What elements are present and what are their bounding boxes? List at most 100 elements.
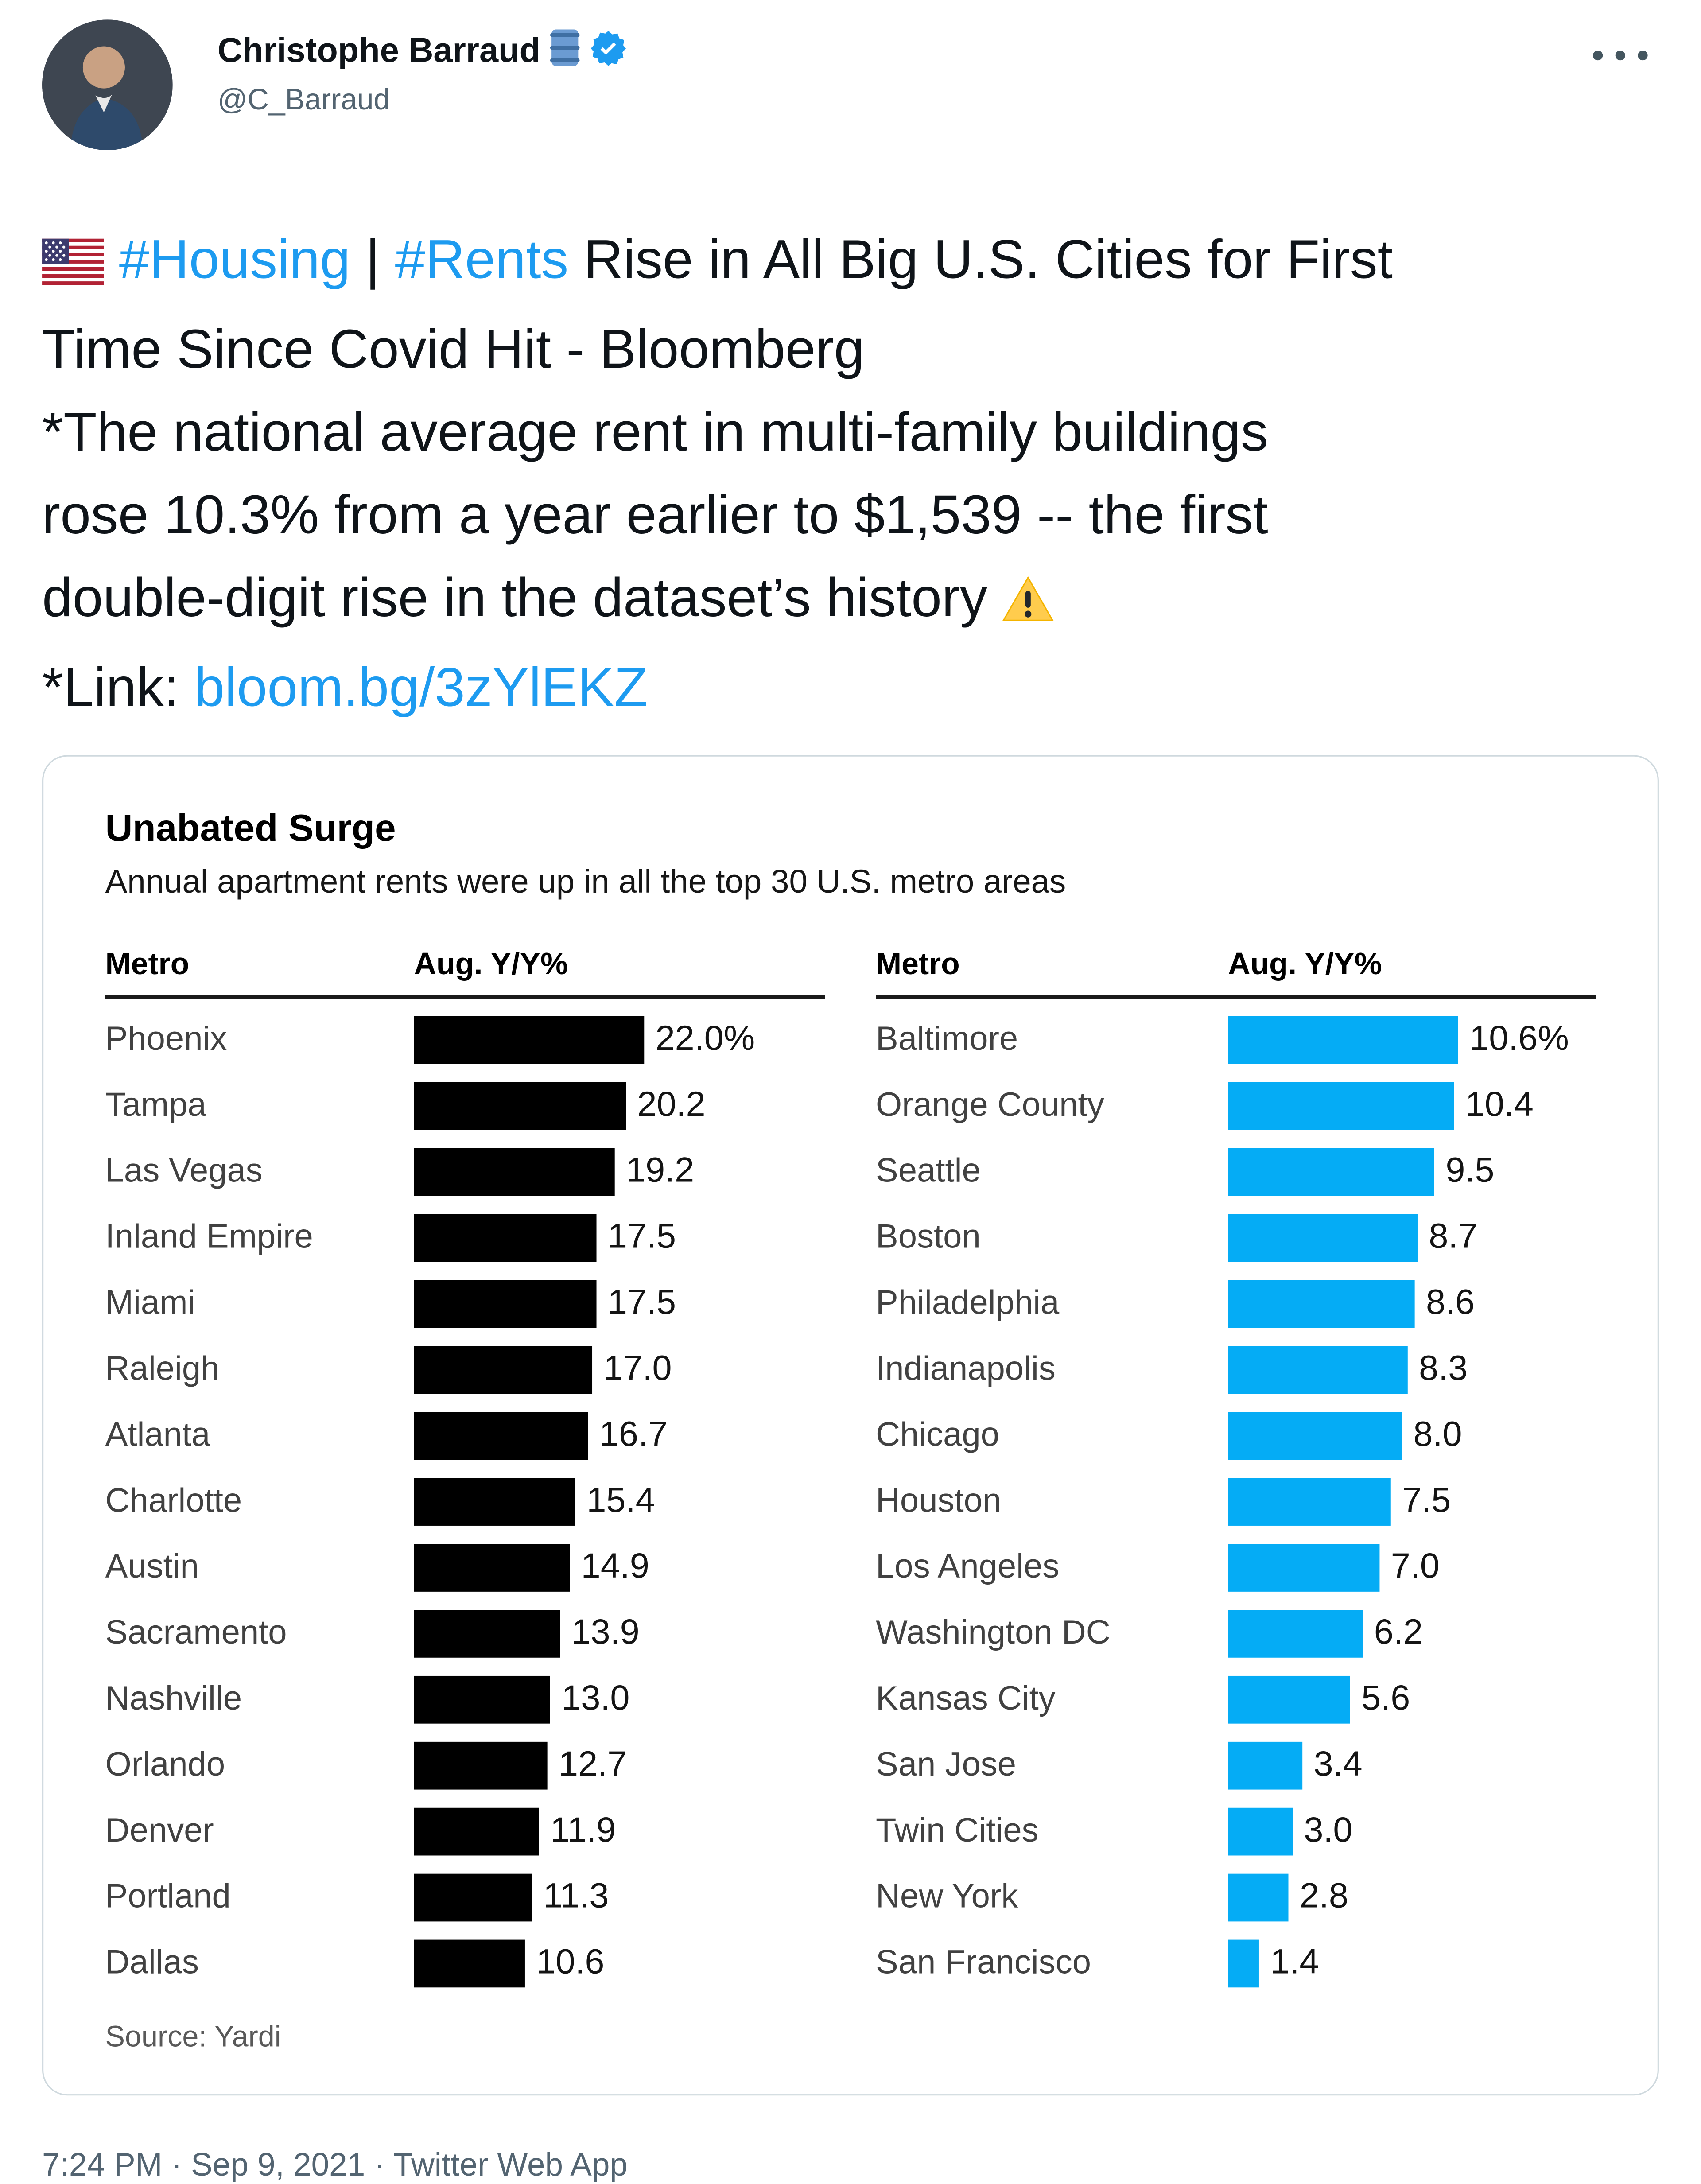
metro-label: Austin [105,1547,199,1586]
metro-row: Denver 11.9 [105,1798,825,1864]
value-label: 8.7 [1429,1216,1478,1256]
metro-label: Los Angeles [876,1547,1060,1586]
value-label: 3.4 [1313,1745,1363,1784]
chart-title: Unabated Surge [105,807,396,849]
value-bar [1228,1675,1350,1723]
metro-label: New York [876,1877,1018,1916]
metro-row: Las Vegas 19.2 [105,1138,825,1204]
value-label: 16.7 [599,1415,668,1454]
value-bar [1228,1081,1454,1129]
metro-header: Metro [876,946,960,981]
metro-label: Twin Cities [876,1811,1039,1850]
metro-row: Raleigh 17.0 [105,1336,825,1402]
metro-row: Boston 8.7 [876,1204,1596,1270]
avatar[interactable] [42,19,173,151]
tweet-text-segment: double-digit rise in the dataset’s histo… [42,568,1003,629]
metro-label: Orange County [876,1085,1104,1124]
tweet-text-segment: Time Since Covid Hit - Bloomberg [42,320,865,381]
tweet-text-segment: *Link: [42,658,194,719]
hashtag-link[interactable]: #Housing [119,230,350,291]
bar-and-value: 14.9 [414,1543,649,1591]
value-bar [1228,1477,1391,1525]
oil-barrel-icon [550,28,580,74]
display-name[interactable]: Christophe Barraud [217,31,540,70]
bar-and-value: 9.5 [1228,1147,1494,1195]
timestamp: 7:24 PM · Sep 9, 2021 · Twitter Web App [42,2146,628,2183]
metro-label: Inland Empire [105,1217,313,1256]
value-bar [414,1015,645,1063]
value-label: 13.0 [561,1679,630,1718]
metro-row: Dallas 10.6 [105,1930,825,1996]
metro-label: Nashville [105,1679,242,1718]
metro-row: New York 2.8 [876,1864,1596,1930]
value-header: Aug. Y/Y% [1228,946,1382,981]
bar-and-value: 11.9 [414,1807,616,1855]
bar-and-value: 19.2 [414,1147,694,1195]
bar-and-value: 17.5 [414,1213,676,1261]
more-dot [1593,51,1603,61]
tweet-text-line: *The national average rent in multi-fami… [42,392,1659,474]
bar-and-value: 12.7 [414,1741,627,1789]
value-bar [1228,1939,1259,1987]
metro-label: Phoenix [105,1019,227,1058]
value-bar [1228,1411,1402,1459]
tweet-text-segment: *The national average rent in multi-fami… [42,403,1268,463]
metro-label: Dallas [105,1943,199,1982]
metro-label: Sacramento [105,1613,287,1652]
tweet-text-segment: Rise in All Big U.S. Cities for First [568,230,1393,291]
avatar-photo [42,19,173,151]
metro-label: San Jose [876,1745,1017,1784]
value-label: 10.6% [1469,1019,1569,1058]
value-bar [414,1213,597,1261]
author-handle[interactable]: @C_Barraud [217,84,390,117]
value-label: 8.3 [1419,1348,1468,1388]
chart-source: Source: Yardi [105,2021,281,2054]
value-bar [414,1279,597,1327]
more-options-button[interactable] [1584,42,1656,69]
metro-row: San Jose 3.4 [876,1732,1596,1798]
value-bar [414,1345,593,1393]
metro-row: Portland 11.3 [105,1864,825,1930]
more-dot [1615,51,1625,61]
metro-label: Denver [105,1811,214,1850]
verified-badge-icon [590,29,628,74]
value-label: 8.0 [1413,1415,1462,1454]
metro-label: Kansas City [876,1679,1056,1718]
value-header: Aug. Y/Y% [414,946,568,981]
bar-and-value: 8.3 [1228,1345,1468,1393]
url-link[interactable]: bloom.bg/3zYlEKZ [194,658,648,719]
metro-label: Raleigh [105,1349,220,1387]
us-flag-icon [42,226,104,309]
value-label: 8.6 [1425,1282,1475,1322]
value-label: 14.9 [581,1547,649,1586]
bar-and-value: 10.6 [414,1939,605,1987]
value-bar [1228,1279,1415,1327]
value-bar [1228,1147,1435,1195]
value-bar [414,1873,532,1921]
metro-row: Tampa 20.2 [105,1073,825,1139]
metro-label: Philadelphia [876,1283,1060,1321]
metro-label: Houston [876,1481,1002,1519]
tweet-header: Christophe Barraud [42,17,1659,157]
bar-and-value: 8.7 [1228,1213,1477,1261]
value-label: 10.6 [536,1942,605,1982]
metro-row: Charlotte 15.4 [105,1468,825,1534]
bar-and-value: 3.4 [1228,1741,1363,1789]
metro-row: Sacramento 13.9 [105,1600,825,1666]
chart-subtitle: Annual apartment rents were up in all th… [105,863,1066,900]
value-label: 3.0 [1304,1811,1353,1850]
bar-and-value: 10.6% [1228,1015,1569,1063]
metro-row: Philadelphia 8.6 [876,1270,1596,1336]
chart-card-image[interactable]: Unabated Surge Annual apartment rents we… [42,755,1659,2096]
metro-row: Phoenix 22.0% [105,1007,825,1073]
metro-row: Los Angeles 7.0 [876,1534,1596,1600]
metro-label: Baltimore [876,1019,1018,1058]
tweet-text-line: rose 10.3% from a year earlier to $1,539… [42,474,1659,557]
more-dot [1638,51,1648,61]
bar-and-value: 17.5 [414,1279,676,1327]
hashtag-link[interactable]: #Rents [395,230,569,291]
value-label: 7.0 [1390,1547,1440,1586]
metro-label: Boston [876,1217,981,1256]
tweet-text-segment: rose 10.3% from a year earlier to $1,539… [42,486,1268,546]
